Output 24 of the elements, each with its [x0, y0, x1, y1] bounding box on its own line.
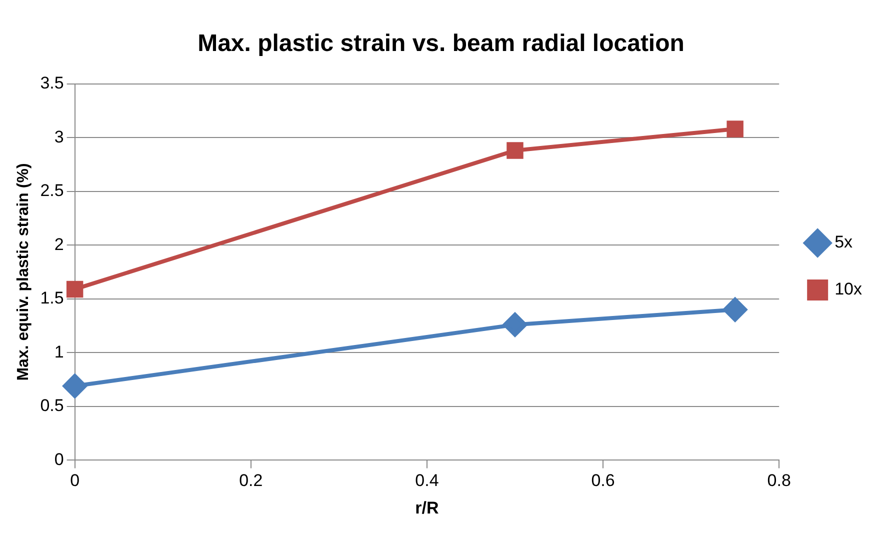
point: [506, 142, 524, 159]
y-tick-label: 0.5: [40, 396, 64, 416]
x-tick-label: 0.8: [767, 471, 791, 490]
y-tick-label: 3: [54, 127, 64, 146]
point: [62, 374, 87, 398]
x-tick-label: 0.4: [415, 471, 439, 490]
legend-label: 5x: [834, 232, 854, 252]
y-tick-label: 1.5: [40, 288, 64, 308]
y-tick-label: 3.5: [40, 73, 64, 92]
y-tick-label: 2.5: [40, 181, 64, 200]
point: [723, 298, 748, 322]
point: [502, 312, 527, 337]
point: [66, 280, 84, 298]
y-tick-label: 0: [54, 450, 64, 469]
y-axis-title: Max. equiv. plastic strain (%): [15, 163, 32, 381]
x-tick-label: 0.6: [591, 471, 615, 490]
y-tick-label: 2: [54, 234, 64, 254]
chart-title: Max. plastic strain vs. beam radial location: [198, 30, 684, 58]
x-axis-title: r/R: [415, 498, 439, 518]
point: [726, 120, 744, 138]
x-tick-label: 0: [70, 471, 80, 490]
y-tick-label: 1: [54, 342, 64, 362]
legend-label: 10x: [834, 280, 862, 299]
x-tick-label: 0.2: [239, 471, 263, 490]
